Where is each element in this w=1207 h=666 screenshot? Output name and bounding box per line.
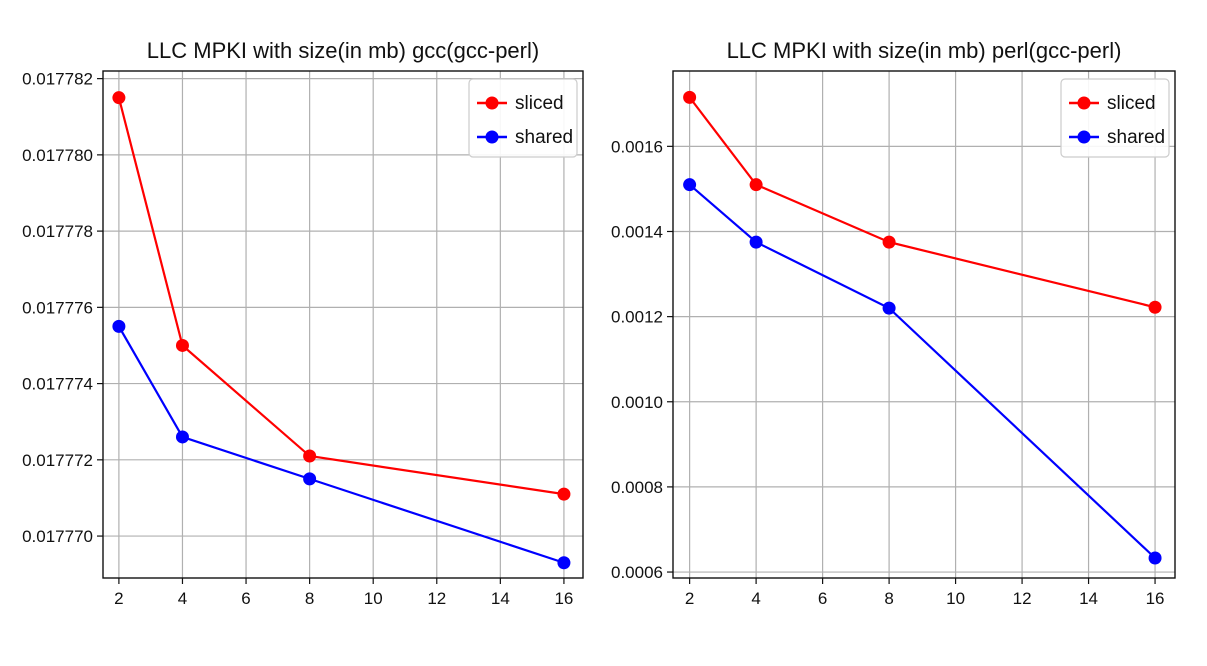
data-point-shared (112, 319, 126, 333)
series-line-sliced (688, 96, 1156, 309)
data-point-sliced (557, 487, 571, 501)
legend-label-shared: shared (515, 127, 573, 148)
legend-marker-sliced (485, 96, 499, 110)
x-tick-label: 16 (1146, 589, 1165, 608)
chart-title: LLC MPKI with size(in mb) gcc(gcc-perl) (147, 38, 539, 63)
data-point-shared (175, 430, 189, 444)
y-tick-label: 0.017782 (22, 70, 93, 89)
y-tick-label: 0.017770 (22, 527, 93, 546)
x-tick-label: 8 (305, 589, 314, 608)
legend-marker-shared (1077, 130, 1091, 144)
y-tick-label: 0.017772 (22, 451, 93, 470)
data-point-sliced (112, 91, 126, 105)
data-point-sliced (1148, 300, 1162, 314)
y-tick-label: 0.0012 (611, 308, 663, 327)
legend-label-sliced: sliced (1107, 93, 1156, 114)
y-tick-label: 0.017780 (22, 146, 93, 165)
y-tick-label: 0.017776 (22, 298, 93, 317)
x-tick-label: 10 (364, 589, 383, 608)
x-tick-label: 14 (1079, 589, 1098, 608)
x-tick-label: 16 (554, 589, 573, 608)
legend-marker-shared (485, 130, 499, 144)
y-tick-label: 0.0010 (611, 393, 663, 412)
legend-marker-sliced (1077, 96, 1091, 110)
x-tick-label: 12 (1013, 589, 1032, 608)
series-line-shared (688, 183, 1156, 559)
data-point-sliced (882, 235, 896, 249)
x-tick-label: 10 (946, 589, 965, 608)
x-tick-label: 12 (427, 589, 446, 608)
series-line-sliced (117, 97, 565, 496)
y-tick-label: 0.0014 (611, 222, 663, 241)
chart-perl: LLC MPKI with size(in mb) perl(gcc-perl)… (611, 38, 1176, 608)
x-tick-label: 4 (751, 589, 760, 608)
chart-gcc: LLC MPKI with size(in mb) gcc(gcc-perl) 2… (22, 38, 584, 608)
x-tick-label: 14 (491, 589, 510, 608)
x-tick-label: 6 (818, 589, 827, 608)
data-point-shared (683, 178, 697, 192)
plot-frame (102, 70, 584, 579)
data-point-sliced (749, 178, 763, 192)
data-point-shared (749, 235, 763, 249)
data-point-sliced (683, 90, 697, 104)
x-tick-label: 6 (241, 589, 250, 608)
data-point-sliced (175, 338, 189, 352)
x-tick-label: 2 (114, 589, 123, 608)
data-point-shared (557, 556, 571, 570)
x-tick-label: 4 (178, 589, 187, 608)
chart-title: LLC MPKI with size(in mb) perl(gcc-perl) (727, 38, 1122, 63)
plot-frame (672, 70, 1176, 579)
y-tick-label: 0.0006 (611, 563, 663, 582)
data-point-shared (303, 472, 317, 486)
y-tick-label: 0.017774 (22, 375, 93, 394)
legend-label-sliced: sliced (515, 93, 564, 114)
y-tick-label: 0.0008 (611, 478, 663, 497)
y-tick-label: 0.017778 (22, 222, 93, 241)
data-point-shared (1148, 551, 1162, 565)
y-tick-label: 0.0016 (611, 137, 663, 156)
x-tick-label: 2 (685, 589, 694, 608)
data-point-shared (882, 301, 896, 315)
legend-label-shared: shared (1107, 127, 1165, 148)
series-line-shared (117, 325, 565, 564)
data-point-sliced (303, 449, 317, 463)
x-tick-label: 8 (884, 589, 893, 608)
